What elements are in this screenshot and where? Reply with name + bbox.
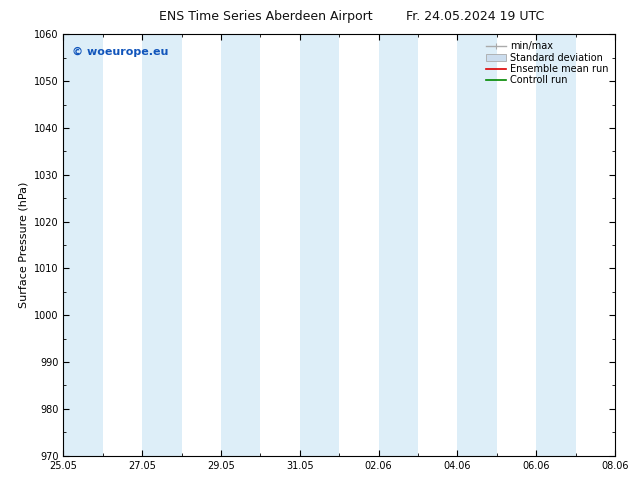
Bar bbox=[63, 34, 103, 456]
Y-axis label: Surface Pressure (hPa): Surface Pressure (hPa) bbox=[18, 182, 29, 308]
Text: © woeurope.eu: © woeurope.eu bbox=[72, 47, 168, 57]
Bar bbox=[378, 34, 418, 456]
Bar bbox=[221, 34, 261, 456]
Bar bbox=[536, 34, 576, 456]
Text: ENS Time Series Aberdeen Airport: ENS Time Series Aberdeen Airport bbox=[160, 10, 373, 23]
Legend: min/max, Standard deviation, Ensemble mean run, Controll run: min/max, Standard deviation, Ensemble me… bbox=[484, 39, 610, 87]
Bar bbox=[300, 34, 339, 456]
Text: Fr. 24.05.2024 19 UTC: Fr. 24.05.2024 19 UTC bbox=[406, 10, 545, 23]
Bar bbox=[142, 34, 181, 456]
Bar bbox=[457, 34, 497, 456]
